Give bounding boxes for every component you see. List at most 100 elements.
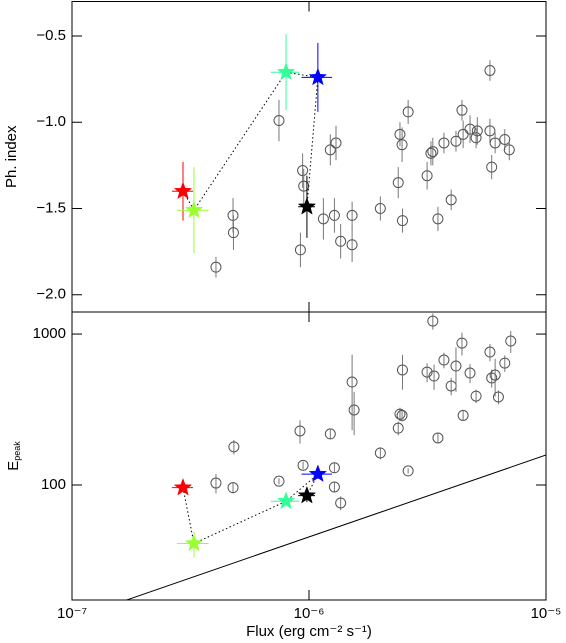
data-point xyxy=(503,144,515,156)
panel-frame xyxy=(71,1,547,313)
x-tick-label: 10⁻⁶ xyxy=(294,605,325,622)
data-point xyxy=(297,165,309,177)
data-point xyxy=(470,132,482,144)
data-point xyxy=(273,475,285,487)
data-point xyxy=(210,477,222,489)
data-point xyxy=(374,447,386,459)
data-point xyxy=(317,213,329,225)
data-point xyxy=(328,209,340,221)
data-point xyxy=(294,425,306,437)
x-tick-label: 10⁻⁷ xyxy=(57,605,87,622)
connector-line xyxy=(182,473,319,545)
data-point xyxy=(402,106,414,118)
data-point xyxy=(499,357,511,369)
x-tick-label: 10⁻⁵ xyxy=(531,605,562,622)
data-point xyxy=(374,203,386,214)
connector-line xyxy=(182,71,319,212)
data-point xyxy=(489,137,501,149)
y-tick-label: −1.0 xyxy=(36,113,66,130)
data-point xyxy=(396,139,408,151)
data-point xyxy=(210,261,222,273)
y-tick-label: −0.5 xyxy=(36,27,66,44)
data-point xyxy=(328,481,340,493)
plot-area xyxy=(126,313,546,600)
data-point xyxy=(438,354,450,366)
data-point xyxy=(297,459,309,471)
data-point xyxy=(456,337,468,349)
data-point xyxy=(346,209,358,221)
data-point xyxy=(489,369,501,381)
y-axis-label: Ph. index xyxy=(3,125,20,188)
star-point xyxy=(173,477,193,496)
data-point xyxy=(464,367,476,379)
data-point xyxy=(396,364,408,376)
data-point xyxy=(486,372,498,384)
data-point xyxy=(330,137,342,149)
data-point xyxy=(402,465,414,477)
data-point xyxy=(457,409,469,421)
data-point xyxy=(394,408,406,420)
data-point xyxy=(392,177,404,189)
data-point xyxy=(421,170,433,182)
star-point xyxy=(297,197,317,215)
data-point xyxy=(456,104,468,116)
data-point xyxy=(457,128,469,140)
y-axis-label: Epeak xyxy=(5,441,22,471)
x-axis-label: Flux (erg cm⁻² s⁻¹) xyxy=(246,623,372,640)
data-point xyxy=(348,404,360,416)
star-point xyxy=(276,491,296,510)
data-point xyxy=(432,213,444,225)
data-point xyxy=(450,360,462,372)
data-point xyxy=(227,227,239,239)
data-point xyxy=(471,125,483,137)
data-point xyxy=(428,370,440,382)
y-tick-label: −2.0 xyxy=(36,286,66,303)
y-tick-label: 100 xyxy=(41,476,66,493)
data-point xyxy=(505,335,517,347)
plot-area xyxy=(171,34,515,278)
data-point xyxy=(396,215,408,227)
y-tick-label: 1000 xyxy=(33,325,66,342)
data-point xyxy=(484,346,496,358)
star-point xyxy=(308,67,328,86)
star-point xyxy=(308,464,328,482)
data-point xyxy=(346,376,358,388)
data-point xyxy=(450,135,462,147)
data-point xyxy=(425,147,437,159)
data-point xyxy=(328,462,340,474)
star-point xyxy=(184,533,204,552)
star-point xyxy=(276,62,296,81)
star-point xyxy=(173,181,193,200)
data-point xyxy=(432,432,444,444)
data-point xyxy=(324,428,336,440)
y-axis-label-sub: peak xyxy=(12,441,22,461)
data-point xyxy=(335,235,347,247)
data-point xyxy=(392,422,404,434)
data-point xyxy=(335,497,347,509)
data-point xyxy=(470,390,482,402)
data-point xyxy=(445,194,457,206)
star-point xyxy=(297,485,317,504)
panel-frame xyxy=(71,311,547,601)
data-point xyxy=(438,137,450,149)
data-point xyxy=(421,366,433,378)
data-point xyxy=(484,125,496,137)
data-point xyxy=(486,161,498,173)
data-point xyxy=(346,239,358,251)
y-axis-label-main: E xyxy=(5,461,22,471)
data-point xyxy=(396,409,408,421)
data-point xyxy=(294,244,306,256)
data-point xyxy=(394,128,406,140)
data-point xyxy=(227,482,239,494)
data-point xyxy=(273,115,285,127)
data-point xyxy=(228,441,240,453)
data-point xyxy=(492,391,504,403)
star-point xyxy=(184,200,204,219)
y-tick-label: −1.5 xyxy=(36,199,66,216)
data-point xyxy=(464,123,476,135)
data-point xyxy=(324,144,336,156)
data-point xyxy=(427,315,439,327)
data-point xyxy=(427,146,439,158)
